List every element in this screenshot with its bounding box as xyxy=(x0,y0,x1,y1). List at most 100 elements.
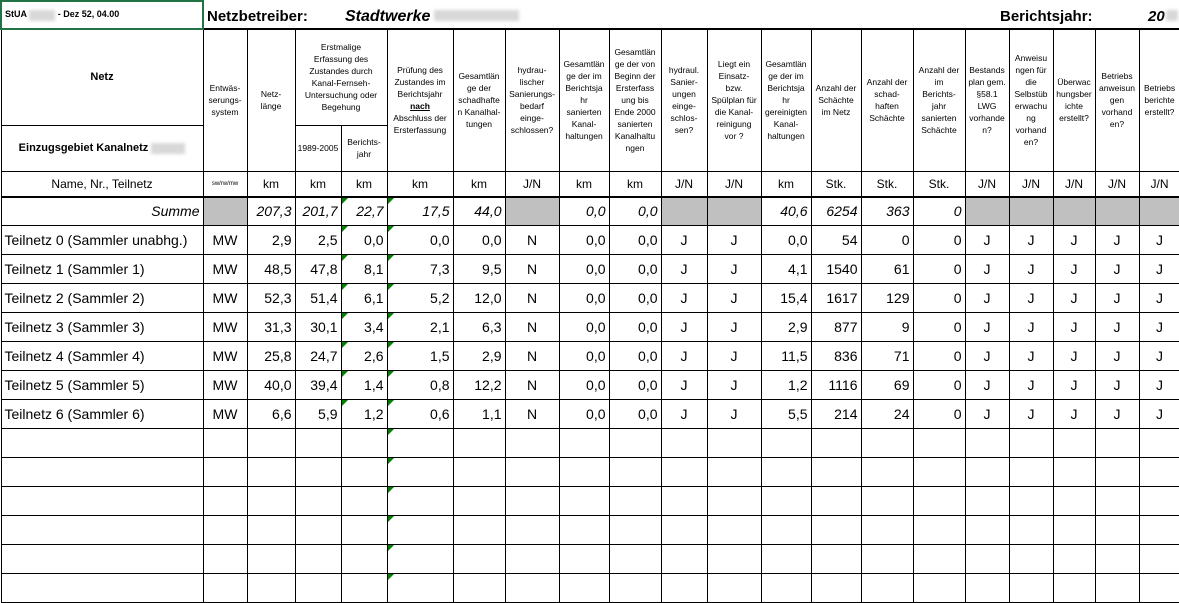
cell: 7,3 xyxy=(386,253,454,284)
empty-cell xyxy=(1094,196,1140,226)
empty-cell xyxy=(760,514,812,545)
cell: 0 xyxy=(912,340,966,371)
empty-cell xyxy=(1138,514,1179,545)
empty-cell xyxy=(340,572,388,603)
data-row: Teilnetz 6 (Sammler 6) MW 6,6 5,9 1,2 0,6 1,1 N… xyxy=(0,398,1179,429)
empty-cell xyxy=(1052,485,1096,516)
cell: J xyxy=(706,282,762,313)
unit: km xyxy=(294,170,342,198)
empty-cell xyxy=(202,196,248,226)
cell: 25,8 xyxy=(246,340,296,371)
cell: 1116 xyxy=(810,369,862,400)
empty-cell xyxy=(706,572,762,603)
column-header: Berichts- jahr xyxy=(340,124,388,172)
cell: J xyxy=(1052,282,1096,313)
empty-cell xyxy=(760,427,812,458)
unit: km xyxy=(386,170,454,198)
cell: J xyxy=(706,369,762,400)
cell: 1,2 xyxy=(340,398,388,429)
row-name: Teilnetz 1 (Sammler 1) xyxy=(0,253,204,284)
empty-cell xyxy=(1138,427,1179,458)
row-name: Teilnetz 6 (Sammler 6) xyxy=(0,398,204,429)
cell: J xyxy=(1052,253,1096,284)
cell: 0,0 xyxy=(386,224,454,255)
unit: km xyxy=(452,170,506,198)
empty-cell xyxy=(1008,427,1054,458)
unit: km xyxy=(340,170,388,198)
empty-cell xyxy=(246,427,296,458)
cell: 214 xyxy=(810,398,862,429)
cell: MW xyxy=(202,369,248,400)
cell: 48,5 xyxy=(246,253,296,284)
empty-cell xyxy=(810,456,862,487)
empty-cell xyxy=(608,427,662,458)
column-header: Netz- länge xyxy=(246,28,296,172)
empty-cell xyxy=(504,514,560,545)
empty-cell xyxy=(1008,196,1054,226)
unit: J/N xyxy=(964,170,1010,198)
cell: 0,0 xyxy=(558,224,610,255)
unit: km xyxy=(246,170,296,198)
cell: 836 xyxy=(810,340,862,371)
unit: J/N xyxy=(1052,170,1096,198)
cell: 9 xyxy=(860,311,914,342)
empty-cell xyxy=(912,543,966,574)
unit: J/N xyxy=(1138,170,1179,198)
empty-cell xyxy=(660,514,708,545)
empty-cell xyxy=(294,456,342,487)
empty-cell xyxy=(504,196,560,226)
empty-cell xyxy=(452,543,506,574)
empty-cell xyxy=(504,572,560,603)
cell: 877 xyxy=(810,311,862,342)
office-cell[interactable]: StUA - Dez 52, 04.00 xyxy=(0,0,204,30)
empty-cell xyxy=(386,456,454,487)
cell: 69 xyxy=(860,369,914,400)
cell: 2,9 xyxy=(246,224,296,255)
empty-cell xyxy=(660,572,708,603)
sum-value: 0,0 xyxy=(608,196,662,226)
cell: J xyxy=(1008,369,1054,400)
empty-cell xyxy=(706,514,762,545)
cell: J xyxy=(1052,340,1096,371)
cell: N xyxy=(504,253,560,284)
empty-cell xyxy=(1052,456,1096,487)
empty-cell xyxy=(1094,572,1140,603)
cell: J xyxy=(706,311,762,342)
cell: 0,0 xyxy=(558,340,610,371)
empty-cell xyxy=(964,543,1010,574)
year-label: Berichtsjahr: xyxy=(1000,7,1093,25)
unit: km xyxy=(760,170,812,198)
cell: J xyxy=(1008,398,1054,429)
empty-cell xyxy=(660,196,708,226)
empty-cell xyxy=(246,514,296,545)
cell: 2,9 xyxy=(452,340,506,371)
cell: J xyxy=(1052,224,1096,255)
column-header: Überwac hungsber ichte erstellt? xyxy=(1052,28,1096,172)
cell: 0 xyxy=(912,282,966,313)
cell: J xyxy=(1094,369,1140,400)
empty-row xyxy=(0,514,1179,545)
cell: 1617 xyxy=(810,282,862,313)
empty-cell xyxy=(660,543,708,574)
empty-cell xyxy=(860,485,914,516)
cell: J xyxy=(660,253,708,284)
empty-cell xyxy=(810,485,862,516)
blur xyxy=(434,9,519,21)
empty-cell xyxy=(706,456,762,487)
units-row: Name, Nr., Teilnetz sw/rw/mw km km km km km J/N… xyxy=(0,170,1179,198)
row-name: Teilnetz 4 (Sammler 4) xyxy=(0,340,204,371)
empty-cell xyxy=(340,427,388,458)
empty-cell xyxy=(1094,427,1140,458)
sum-value: 201,7 xyxy=(294,196,342,226)
column-header: Prüfung des Zustandes im Berichtsjahr nac… xyxy=(386,28,454,172)
empty-cell xyxy=(1052,427,1096,458)
empty-cell xyxy=(964,572,1010,603)
cell: J xyxy=(1138,224,1179,255)
cell: 0,0 xyxy=(558,311,610,342)
cell: 15,4 xyxy=(760,282,812,313)
empty-cell xyxy=(912,427,966,458)
cell: 54 xyxy=(810,224,862,255)
cell: J xyxy=(1008,311,1054,342)
empty-row xyxy=(0,456,1179,487)
title-area: Netzbetreiber: Stadtwerke Berichtsjahr: … xyxy=(203,1,1179,30)
